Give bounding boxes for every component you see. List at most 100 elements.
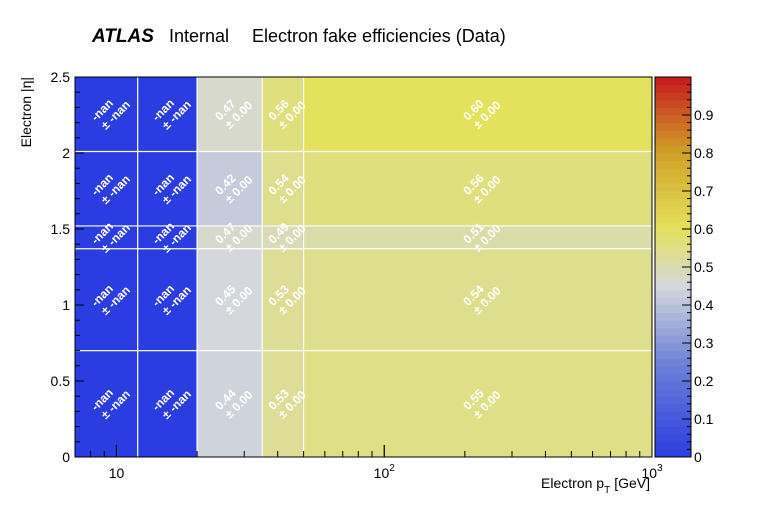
colorbar: 0 0.1 0.2 0.3 0.4 0.5 0.6 0.7 0.8 0.9 xyxy=(654,76,714,465)
heatmap-cell xyxy=(303,248,652,351)
colorbar-tick-label: 0 xyxy=(694,449,702,465)
y-tick-label: 2.5 xyxy=(51,69,71,85)
x-tick-exponent: 2 xyxy=(389,463,395,474)
colorbar-band xyxy=(655,122,691,131)
colorbar-band xyxy=(655,251,691,260)
colorbar-band xyxy=(655,267,691,276)
colorbar-band xyxy=(655,77,691,86)
x-axis-label-unit: [GeV] xyxy=(614,475,650,491)
atlas-internal-tag: Internal xyxy=(169,26,229,46)
colorbar-tick-label: 0.5 xyxy=(694,259,714,275)
colorbar-band xyxy=(655,107,691,116)
heatmap-cell xyxy=(75,77,138,152)
colorbar-band xyxy=(655,191,691,200)
heatmap-cell xyxy=(262,225,304,249)
axis-labels: Electron pT [GeV] Electron |η| xyxy=(18,77,650,496)
colorbar-band xyxy=(655,297,691,306)
heatmap-cell xyxy=(303,225,652,249)
colorbar-band xyxy=(655,236,691,245)
heatmap-cell xyxy=(197,77,263,152)
colorbar-band xyxy=(655,206,691,215)
heatmap-cell xyxy=(262,151,304,226)
heatmap-cell xyxy=(75,350,138,457)
heatmap-cell xyxy=(137,151,198,226)
y-tick-label: 2 xyxy=(62,145,70,161)
colorbar-band xyxy=(655,229,691,238)
colorbar-band xyxy=(655,343,691,352)
colorbar-tick-label: 0.8 xyxy=(694,145,714,161)
colorbar-band xyxy=(655,160,691,169)
heatmap-gridlines xyxy=(75,77,652,457)
colorbar-band xyxy=(655,145,691,154)
colorbar-band xyxy=(655,441,691,450)
x-axis-label-subscript: T xyxy=(604,485,610,496)
heatmap-cell xyxy=(75,151,138,226)
colorbar-tick-label: 0.6 xyxy=(694,221,714,237)
colorbar-tick-label: 0.3 xyxy=(694,335,714,351)
plot-axes: 00.511.522.510 102 103 xyxy=(51,69,663,481)
colorbar-band xyxy=(655,198,691,207)
colorbar-tick-label: 0.9 xyxy=(694,107,714,123)
colorbar-band xyxy=(655,99,691,108)
heatmap-cells xyxy=(75,77,652,457)
colorbar-tick-label: 0.2 xyxy=(694,373,714,389)
colorbar-band xyxy=(655,213,691,222)
colorbar-band xyxy=(655,411,691,420)
colorbar-band xyxy=(655,305,691,314)
colorbar-band xyxy=(655,312,691,321)
colorbar-band xyxy=(655,335,691,344)
colorbar-band xyxy=(655,137,691,146)
colorbar-band xyxy=(655,244,691,253)
y-tick-label: 1 xyxy=(62,297,70,313)
colorbar-band xyxy=(655,403,691,412)
heatmap-cell xyxy=(197,350,263,457)
heatmap-cell xyxy=(262,248,304,351)
colorbar-band xyxy=(655,449,691,458)
heatmap-cell xyxy=(137,248,198,351)
colorbar-band xyxy=(655,130,691,139)
colorbar-band xyxy=(655,282,691,291)
heatmap-cell xyxy=(137,350,198,457)
colorbar-band xyxy=(655,373,691,382)
heatmap-cell xyxy=(75,248,138,351)
heatmap-cell xyxy=(303,151,652,226)
colorbar-band xyxy=(655,426,691,435)
colorbar-band xyxy=(655,419,691,428)
heatmap-cell xyxy=(262,77,304,152)
y-axis-label: Electron |η| xyxy=(18,77,34,147)
colorbar-band xyxy=(655,274,691,283)
colorbar-band xyxy=(655,168,691,177)
colorbar-band xyxy=(655,320,691,329)
colorbar-band xyxy=(655,259,691,268)
colorbar-band xyxy=(655,434,691,443)
colorbar-band xyxy=(655,115,691,124)
colorbar-band xyxy=(655,221,691,230)
heatmap-cell xyxy=(137,77,198,152)
colorbar-band xyxy=(655,365,691,374)
y-tick-label: 0 xyxy=(62,449,70,465)
colorbar-band xyxy=(655,183,691,192)
heatmap-cell xyxy=(303,77,652,152)
x-axis-label: Electron pT [GeV] xyxy=(541,475,650,496)
heatmap-cell xyxy=(197,225,263,249)
x-tick-base: 10 xyxy=(109,465,125,481)
colorbar-band xyxy=(655,388,691,397)
heatmap-cell xyxy=(262,350,304,457)
x-tick-base: 10 xyxy=(641,465,657,481)
x-tick-base: 10 xyxy=(374,465,390,481)
colorbar-band xyxy=(655,175,691,184)
chart-header: ATLAS Internal Electron fake efficiencie… xyxy=(91,26,506,47)
heatmap-cell xyxy=(303,350,652,457)
plot-frame xyxy=(74,76,653,458)
x-tick-label: 102 xyxy=(374,463,396,481)
colorbar-band xyxy=(655,92,691,101)
colorbar-tick-label: 0.1 xyxy=(694,411,714,427)
colorbar-tick-label: 0.4 xyxy=(694,297,714,313)
heatmap-cell xyxy=(197,248,263,351)
colorbar-tick-label: 0.7 xyxy=(694,183,714,199)
colorbar-band xyxy=(655,153,691,162)
heatmap-cell xyxy=(197,151,263,226)
colorbar-band xyxy=(655,381,691,390)
colorbar-band xyxy=(655,289,691,298)
